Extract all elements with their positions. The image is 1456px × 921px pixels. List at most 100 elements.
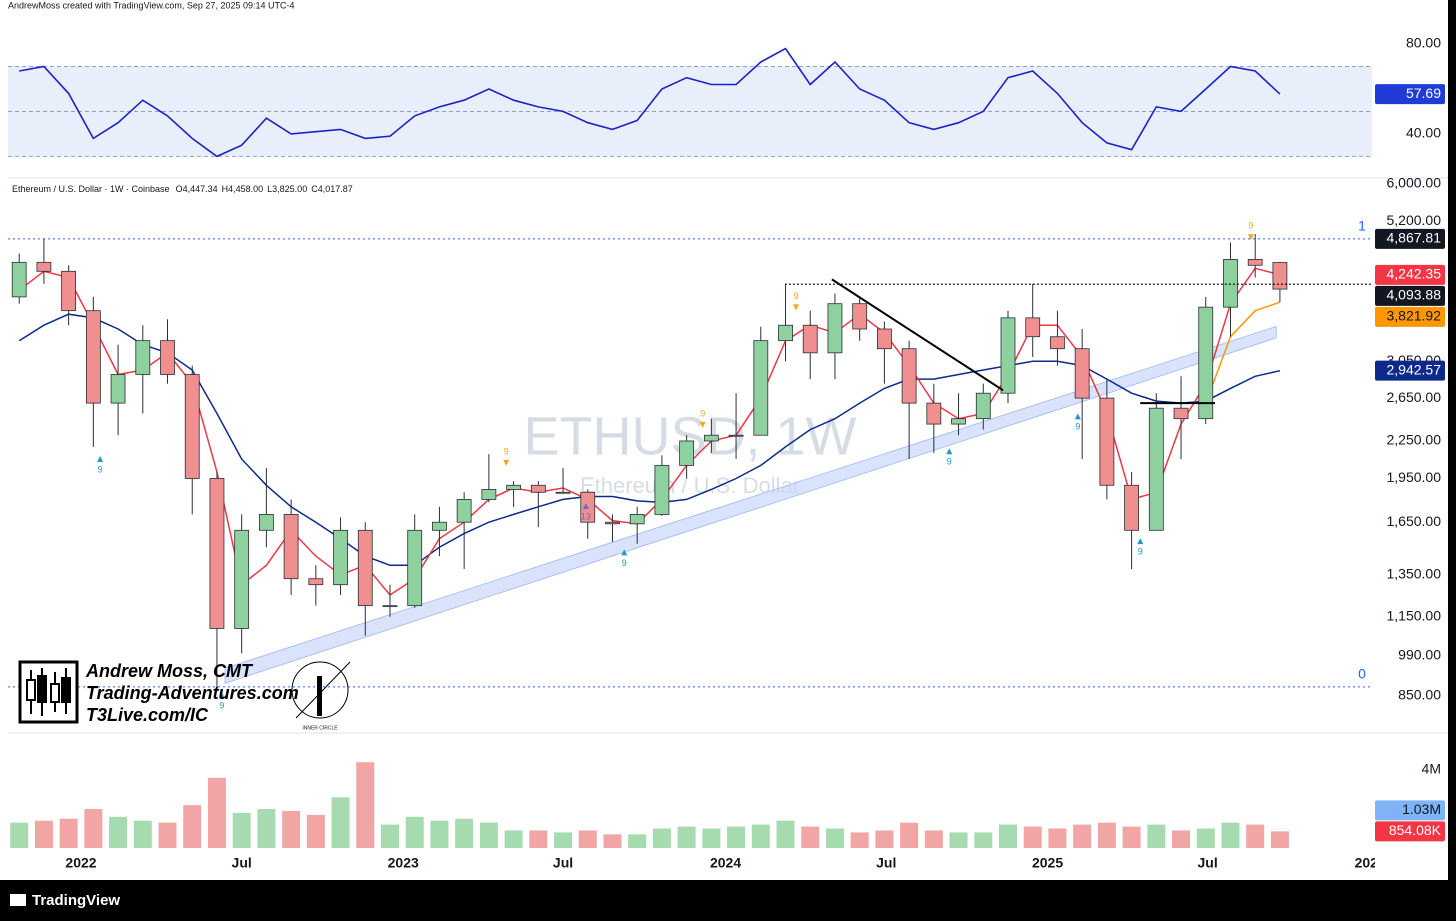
- volume-bar: [1048, 828, 1067, 848]
- candle-body: [1272, 262, 1288, 290]
- candle-body: [951, 418, 966, 425]
- ohlc-open: O4,447.34: [176, 184, 218, 194]
- candle-body: [506, 484, 521, 490]
- volume-bar: [801, 826, 820, 848]
- volume-bar: [1270, 831, 1289, 848]
- candle-body: [1099, 397, 1115, 486]
- td-arrow: [218, 692, 225, 699]
- x-tick-label: 2025: [1032, 855, 1063, 871]
- y-tick-label: 1,150.00: [1387, 608, 1442, 624]
- volume-bar: [380, 824, 399, 848]
- candle-body: [975, 392, 991, 420]
- candle-body: [1074, 348, 1090, 399]
- x-tick-label: 2022: [65, 855, 96, 871]
- candle-body: [1223, 259, 1238, 308]
- price-label-box: [1375, 821, 1445, 842]
- volume-bar: [578, 830, 597, 848]
- price-label: 4,867.81: [1387, 230, 1442, 246]
- td-count: 9: [794, 291, 799, 301]
- volume-bar: [1246, 824, 1265, 848]
- price-scale: 80.0040.0057.696,000.005,200.003,850.003…: [1375, 35, 1445, 842]
- candle-body: [209, 478, 225, 629]
- x-tick-label: Jul: [876, 855, 896, 871]
- volume-bar: [1147, 824, 1166, 848]
- td-count: 9: [504, 446, 509, 456]
- volume-bar: [1221, 822, 1240, 848]
- candle-body: [160, 340, 175, 375]
- volume-bar: [702, 828, 721, 848]
- candle-body: [1247, 259, 1263, 266]
- candle-body: [258, 514, 274, 531]
- ohlc-high: H4,458.00: [222, 184, 264, 194]
- price-label-box: [1375, 84, 1445, 105]
- x-tick-label: Jul: [232, 855, 252, 871]
- footer-brand: TradingView: [32, 892, 120, 909]
- x-tick-label: Jul: [1197, 855, 1217, 871]
- price-label: 4,093.88: [1387, 287, 1442, 303]
- td-count: 9: [947, 457, 952, 467]
- price-label: 2,942.57: [1387, 361, 1442, 377]
- candle-body: [184, 374, 200, 479]
- candle-body: [333, 529, 348, 586]
- price-label: 3,821.92: [1387, 308, 1442, 324]
- candle-body: [1025, 317, 1041, 338]
- td-count: 9: [1138, 547, 1143, 557]
- volume-bar: [825, 828, 844, 848]
- logo-candles: [26, 668, 71, 716]
- volume-bar: [1023, 826, 1042, 848]
- price-label-box: [1375, 285, 1445, 306]
- volume-bar: [10, 822, 29, 848]
- price-label: 4,242.35: [1387, 266, 1442, 282]
- symbol-name: Ethereum / U.S. Dollar · 1W · Coinbase: [12, 184, 170, 194]
- volume-bar: [504, 830, 523, 848]
- y-tick-label: 850.00: [1398, 687, 1441, 703]
- candle-body: [382, 605, 398, 608]
- candle-body: [530, 484, 546, 493]
- footer-logo: [10, 894, 26, 906]
- candle-body: [110, 374, 126, 404]
- brand-site: Trading-Adventures.com: [86, 683, 299, 703]
- candle-body: [407, 529, 423, 607]
- y-tick-label: 80.00: [1406, 35, 1441, 51]
- volume-bar: [133, 820, 152, 848]
- volume-bar: [1196, 828, 1215, 848]
- x-tick-label: 2023: [388, 855, 419, 871]
- td-count: 9: [219, 701, 224, 711]
- volume-bar: [59, 818, 78, 848]
- volume-bar: [974, 832, 993, 848]
- candle-body: [308, 578, 324, 586]
- candle-body: [827, 303, 843, 354]
- td-arrow: [582, 503, 589, 510]
- candle-body: [1173, 407, 1189, 420]
- td-arrow: [1074, 413, 1081, 420]
- volume-bar: [430, 820, 449, 848]
- price-label: 854.08K: [1389, 822, 1442, 838]
- candle-body: [555, 491, 571, 494]
- candle-body: [85, 310, 101, 404]
- candle-body: [852, 303, 868, 330]
- branding: Andrew Moss, CMT Trading-Adventures.com …: [18, 660, 351, 731]
- y-tick-label: 40.00: [1406, 125, 1441, 141]
- price-label-box: [1375, 264, 1445, 285]
- volume-bar: [183, 805, 202, 848]
- td-arrow: [503, 459, 510, 466]
- candle-body: [778, 324, 793, 342]
- price-label-box: [1375, 228, 1445, 249]
- volume-bar: [158, 822, 177, 848]
- candle-body: [1000, 317, 1016, 394]
- volume-bar: [727, 826, 746, 848]
- candle-body: [876, 328, 892, 350]
- moving-average: [1205, 301, 1281, 404]
- volume-bar: [776, 820, 795, 848]
- volume-bar: [652, 828, 671, 848]
- volume-bar: [34, 820, 53, 848]
- td-arrow: [946, 448, 953, 455]
- volume-bar: [1097, 822, 1116, 848]
- td-count: 9: [700, 408, 705, 418]
- ohlc-low: L3,825.00: [267, 184, 307, 194]
- volume-bar: [232, 812, 251, 848]
- volume-bar: [207, 777, 226, 848]
- badge-ring: [291, 661, 349, 719]
